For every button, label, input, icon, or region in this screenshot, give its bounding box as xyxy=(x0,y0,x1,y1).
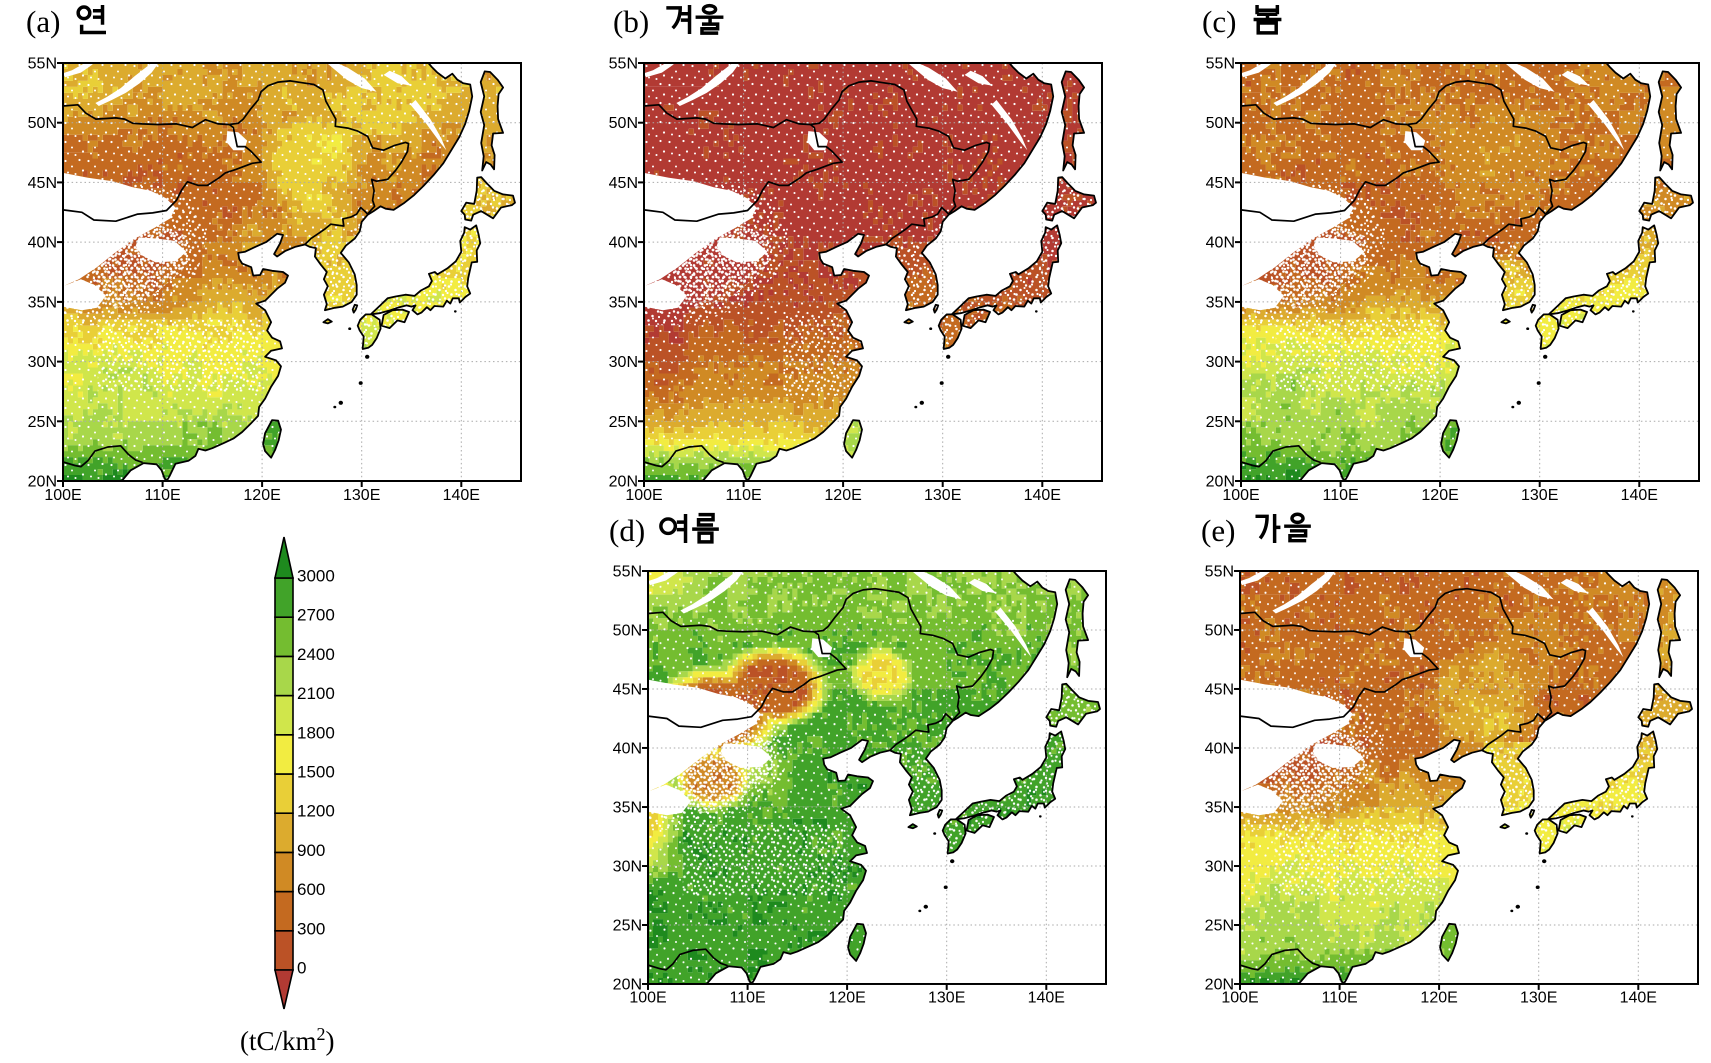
svg-text:30N: 30N xyxy=(613,859,642,876)
svg-text:20N: 20N xyxy=(1205,976,1234,993)
svg-text:110E: 110E xyxy=(730,990,766,1007)
svg-text:30N: 30N xyxy=(1205,859,1234,876)
svg-text:40N: 40N xyxy=(1206,235,1235,252)
svg-text:50N: 50N xyxy=(613,622,642,639)
svg-text:50N: 50N xyxy=(1205,622,1234,639)
svg-text:45N: 45N xyxy=(613,681,642,698)
svg-text:25N: 25N xyxy=(28,414,57,431)
svg-text:45N: 45N xyxy=(609,175,638,192)
svg-text:20N: 20N xyxy=(609,474,638,491)
svg-text:2100: 2100 xyxy=(297,684,335,703)
svg-text:3000: 3000 xyxy=(297,567,335,586)
svg-text:140E: 140E xyxy=(1024,487,1061,504)
svg-text:110E: 110E xyxy=(145,487,181,504)
svg-text:300: 300 xyxy=(297,919,325,938)
svg-text:55N: 55N xyxy=(28,56,57,73)
svg-text:35N: 35N xyxy=(1206,294,1235,311)
svg-text:20N: 20N xyxy=(28,474,57,491)
svg-text:120E: 120E xyxy=(828,990,865,1007)
svg-text:140E: 140E xyxy=(1028,990,1065,1007)
svg-text:45N: 45N xyxy=(28,175,57,192)
svg-text:1200: 1200 xyxy=(297,802,335,821)
svg-text:110E: 110E xyxy=(1323,487,1359,504)
svg-text:40N: 40N xyxy=(609,235,638,252)
svg-text:45N: 45N xyxy=(1205,681,1234,698)
svg-text:25N: 25N xyxy=(1206,414,1235,431)
svg-text:(d): (d) xyxy=(609,513,645,548)
svg-text:(c): (c) xyxy=(1202,4,1236,39)
svg-text:100E: 100E xyxy=(1221,990,1258,1007)
svg-text:(a): (a) xyxy=(26,4,60,39)
svg-text:2700: 2700 xyxy=(297,606,335,625)
svg-text:(e): (e) xyxy=(1201,513,1235,548)
svg-text:40N: 40N xyxy=(1205,740,1234,757)
svg-text:120E: 120E xyxy=(1421,487,1458,504)
svg-text:120E: 120E xyxy=(243,487,280,504)
svg-text:130E: 130E xyxy=(1520,990,1557,1007)
svg-text:30N: 30N xyxy=(28,354,57,371)
svg-text:35N: 35N xyxy=(613,800,642,817)
svg-text:2400: 2400 xyxy=(297,645,335,664)
svg-text:120E: 120E xyxy=(824,487,861,504)
svg-text:45N: 45N xyxy=(1206,175,1235,192)
svg-text:40N: 40N xyxy=(28,235,57,252)
svg-text:100E: 100E xyxy=(1222,487,1259,504)
svg-text:35N: 35N xyxy=(28,294,57,311)
svg-text:30N: 30N xyxy=(1206,354,1235,371)
svg-text:20N: 20N xyxy=(613,976,642,993)
svg-text:25N: 25N xyxy=(613,918,642,935)
svg-text:55N: 55N xyxy=(1205,564,1234,581)
svg-text:100E: 100E xyxy=(44,487,81,504)
svg-text:0: 0 xyxy=(297,959,306,978)
svg-text:110E: 110E xyxy=(1322,990,1358,1007)
svg-text:25N: 25N xyxy=(1205,918,1234,935)
svg-text:20N: 20N xyxy=(1206,474,1235,491)
svg-text:140E: 140E xyxy=(1620,990,1657,1007)
svg-text:900: 900 xyxy=(297,841,325,860)
svg-text:50N: 50N xyxy=(609,115,638,132)
svg-text:130E: 130E xyxy=(924,487,961,504)
svg-text:1500: 1500 xyxy=(297,763,335,782)
svg-text:35N: 35N xyxy=(1205,800,1234,817)
svg-text:55N: 55N xyxy=(609,56,638,73)
svg-text:55N: 55N xyxy=(1206,56,1235,73)
svg-text:120E: 120E xyxy=(1420,990,1457,1007)
svg-text:40N: 40N xyxy=(613,740,642,757)
svg-text:140E: 140E xyxy=(1621,487,1658,504)
svg-text:35N: 35N xyxy=(609,294,638,311)
svg-text:50N: 50N xyxy=(1206,115,1235,132)
svg-text:600: 600 xyxy=(297,880,325,899)
svg-text:50N: 50N xyxy=(28,115,57,132)
svg-text:140E: 140E xyxy=(443,487,480,504)
svg-text:130E: 130E xyxy=(343,487,380,504)
svg-text:130E: 130E xyxy=(928,990,965,1007)
svg-text:130E: 130E xyxy=(1521,487,1558,504)
svg-text:55N: 55N xyxy=(613,564,642,581)
svg-text:(b): (b) xyxy=(613,4,649,39)
svg-text:100E: 100E xyxy=(629,990,666,1007)
svg-text:110E: 110E xyxy=(726,487,762,504)
svg-text:1800: 1800 xyxy=(297,723,335,742)
svg-text:100E: 100E xyxy=(625,487,662,504)
svg-text:30N: 30N xyxy=(609,354,638,371)
svg-text:25N: 25N xyxy=(609,414,638,431)
